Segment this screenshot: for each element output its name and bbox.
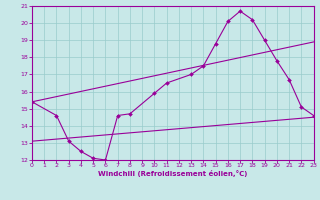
X-axis label: Windchill (Refroidissement éolien,°C): Windchill (Refroidissement éolien,°C)	[98, 170, 247, 177]
